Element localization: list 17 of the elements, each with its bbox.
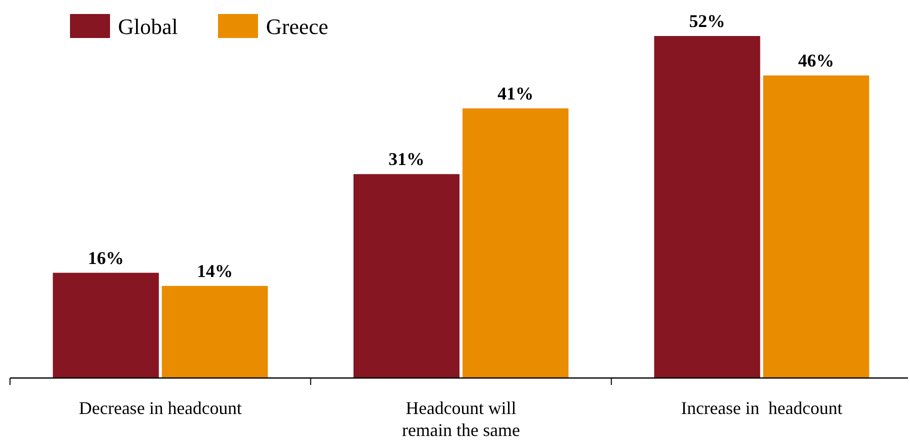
data-label: 46% <box>798 50 834 70</box>
x-tick-label: Increase in headcount <box>680 398 842 418</box>
bar <box>763 75 870 378</box>
data-label: 14% <box>196 260 233 281</box>
x-tick-label: Decrease in headcount <box>78 398 242 418</box>
bar <box>162 286 268 378</box>
x-tick-label: Headcount will remain the same <box>402 398 520 440</box>
bar <box>52 272 159 378</box>
data-label: 41% <box>498 83 534 104</box>
bar <box>354 174 460 378</box>
bar <box>654 36 760 378</box>
legend-label: Greece <box>266 14 328 39</box>
data-label: 31% <box>388 149 424 170</box>
bar <box>462 108 568 378</box>
data-label: 52% <box>689 11 726 31</box>
data-label: 16% <box>88 248 124 268</box>
legend-label: Global <box>118 14 178 39</box>
